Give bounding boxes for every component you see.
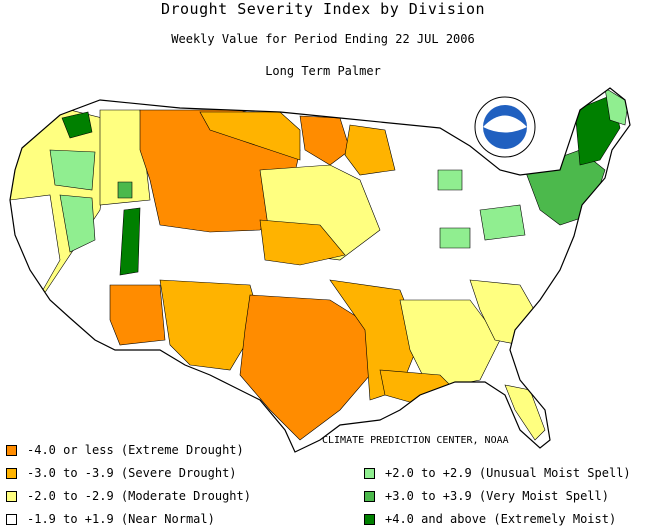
- region-nebraska-severe: [259, 219, 346, 266]
- noaa-logo-text: NOAA: [495, 121, 515, 128]
- legend-swatch: [364, 490, 375, 502]
- legend-swatch: [6, 490, 17, 502]
- legend-swatch: [6, 513, 17, 525]
- region-washington-extreme-moist: [61, 111, 93, 139]
- map-subtitle: Weekly Value for Period Ending 22 JUL 20…: [171, 32, 475, 46]
- credit-label: CLIMATE PREDICTION CENTER, NOAA: [322, 435, 509, 446]
- legend-swatch: [6, 467, 17, 479]
- legend-label: -3.0 to -3.9 (Severe Drought): [27, 466, 237, 480]
- legend-label: -2.0 to -2.9 (Moderate Drought): [27, 489, 251, 503]
- legend-item: -1.9 to +1.9 (Near Normal): [6, 512, 215, 526]
- region-southwest-severe: [159, 279, 261, 371]
- region-arizona-extreme: [109, 284, 166, 346]
- legend-swatch: [364, 513, 375, 525]
- legend-item: +2.0 to +2.9 (Unusual Moist Spell): [364, 466, 631, 480]
- region-dakotas-severe: [199, 111, 301, 161]
- region-texas-extreme: [239, 294, 371, 441]
- legend-label: +3.0 to +3.9 (Very Moist Spell): [385, 489, 609, 503]
- legend-label: -4.0 or less (Extreme Drought): [27, 443, 244, 457]
- region-great-lakes-unusual-moist: [437, 169, 463, 191]
- region-ohio-valley-unusual-moist: [439, 227, 471, 249]
- legend-item: +4.0 and above (Extremely Moist): [364, 512, 616, 526]
- region-lower-mississippi-moderate: [399, 299, 501, 391]
- region-maine-unusual-moist: [604, 88, 629, 126]
- region-nevada-unusual-moist: [59, 194, 96, 253]
- region-idaho-moderate: [99, 109, 151, 206]
- legend-swatch: [6, 444, 17, 456]
- index-name: Long Term Palmer: [265, 64, 381, 78]
- legend-item: -3.0 to -3.9 (Severe Drought): [6, 466, 237, 480]
- legend-item: -4.0 or less (Extreme Drought): [6, 443, 244, 457]
- noaa-logo: [474, 96, 536, 158]
- region-florida-moderate: [504, 384, 546, 441]
- map-title: Drought Severity Index by Division: [160, 0, 486, 18]
- legend-label: -1.9 to +1.9 (Near Normal): [27, 512, 215, 526]
- region-oregon-unusual-moist: [49, 149, 96, 191]
- legend-label: +4.0 and above (Extremely Moist): [385, 512, 617, 526]
- legend-swatch: [364, 467, 375, 479]
- region-idaho-very-moist: [117, 181, 133, 199]
- legend-item: +3.0 to +3.9 (Very Moist Spell): [364, 489, 609, 503]
- legend-item: -2.0 to -2.9 (Moderate Drought): [6, 489, 251, 503]
- region-wisconsin-severe: [344, 124, 396, 176]
- us-drought-map: NOAA: [0, 80, 646, 460]
- region-mid-atlantic-unusual-moist: [479, 204, 526, 241]
- legend-label: +2.0 to +2.9 (Unusual Moist Spell): [385, 466, 631, 480]
- region-utah-extreme-moist: [119, 207, 141, 276]
